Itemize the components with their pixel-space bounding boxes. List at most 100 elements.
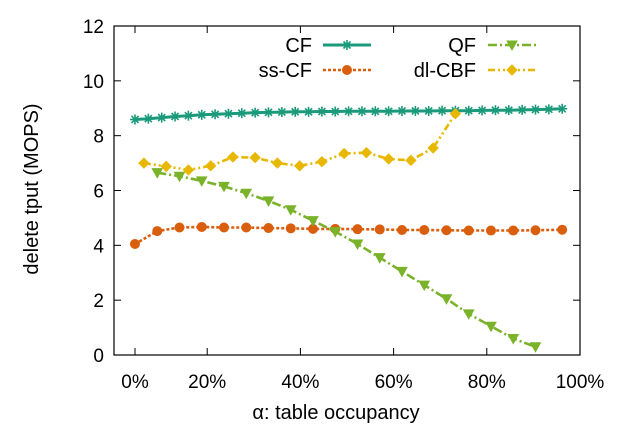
data-point xyxy=(360,146,373,159)
legend-label: CF xyxy=(285,35,312,57)
data-point xyxy=(276,107,287,118)
data-point xyxy=(382,153,395,165)
plot-frame xyxy=(113,25,581,356)
data-point-stroke xyxy=(344,107,353,116)
data-point xyxy=(240,188,253,200)
data-point xyxy=(183,110,194,121)
data-point xyxy=(284,205,297,216)
data-point xyxy=(440,294,453,305)
data-point-stroke xyxy=(437,106,447,115)
data-point xyxy=(290,106,301,117)
data-point xyxy=(543,104,554,115)
data-point xyxy=(343,106,354,117)
data-point xyxy=(271,157,284,169)
x-axis-title: α: table occupancy xyxy=(252,402,419,424)
data-point xyxy=(196,221,207,232)
data-point xyxy=(160,160,172,173)
data-point-stroke xyxy=(224,109,233,118)
data-point xyxy=(352,224,363,235)
data-point xyxy=(530,104,541,115)
y-axis: 0 2 4 6 8 10 12 xyxy=(83,17,580,367)
data-point-stroke xyxy=(264,108,273,117)
data-point xyxy=(557,224,568,235)
data-point-stroke xyxy=(342,40,352,50)
data-point-stroke xyxy=(170,112,180,121)
data-point-stroke xyxy=(130,115,140,124)
data-point xyxy=(250,107,261,118)
data-point xyxy=(263,223,274,234)
x-tick-label: 0% xyxy=(121,372,149,393)
data-point-stroke xyxy=(558,104,567,113)
data-point xyxy=(307,216,319,227)
data-point-stroke xyxy=(357,107,367,116)
data-point xyxy=(182,164,195,176)
data-point xyxy=(170,111,181,122)
data-point xyxy=(396,266,408,278)
data-point-stroke xyxy=(531,105,540,114)
data-point xyxy=(218,181,230,193)
data-point xyxy=(374,224,385,235)
data-point xyxy=(506,64,518,76)
legend-item: CF xyxy=(285,35,371,57)
data-point xyxy=(263,107,274,118)
data-point-stroke xyxy=(291,107,300,116)
data-point xyxy=(174,222,185,233)
data-point xyxy=(486,225,496,236)
data-point xyxy=(241,222,252,233)
data-point xyxy=(196,109,207,120)
x-tick-label: 20% xyxy=(188,372,226,393)
data-point-stroke xyxy=(397,106,407,116)
data-point xyxy=(342,65,352,75)
data-point xyxy=(219,222,229,233)
data-point-stroke xyxy=(478,106,487,115)
data-point xyxy=(338,147,350,160)
data-point-stroke xyxy=(211,110,220,119)
legend-label: dl-CBF xyxy=(414,60,476,82)
data-point xyxy=(138,157,150,169)
data-point xyxy=(342,40,352,50)
series-cf xyxy=(130,103,568,125)
data-point-stroke xyxy=(157,113,166,122)
data-point xyxy=(405,154,417,167)
data-point-stroke xyxy=(277,108,286,117)
y-tick-label: 6 xyxy=(93,182,104,203)
y-tick-label: 12 xyxy=(83,17,104,38)
data-point xyxy=(508,225,519,236)
data-point xyxy=(249,151,261,164)
series-line xyxy=(157,171,536,349)
data-point xyxy=(529,342,542,353)
data-point xyxy=(410,105,421,116)
data-point-stroke xyxy=(371,107,380,116)
data-point-stroke xyxy=(491,106,500,115)
legend-label: QF xyxy=(448,35,476,57)
data-point xyxy=(557,103,568,114)
data-point-stroke xyxy=(304,107,313,116)
y-tick-label: 4 xyxy=(93,236,104,257)
data-point xyxy=(503,105,514,116)
x-tick-label: 40% xyxy=(281,372,319,393)
data-point-stroke xyxy=(504,106,513,115)
data-point xyxy=(490,105,501,116)
data-point xyxy=(356,106,367,117)
legend-item: dl-CBF xyxy=(414,60,536,82)
data-point-stroke xyxy=(237,109,246,118)
data-point xyxy=(463,105,474,116)
data-point xyxy=(397,224,407,235)
data-point xyxy=(293,160,306,172)
data-point-stroke xyxy=(144,114,153,123)
data-point xyxy=(441,225,452,236)
data-point xyxy=(223,108,234,119)
y-tick-label: 8 xyxy=(93,127,104,148)
data-point-stroke xyxy=(197,110,206,119)
data-point xyxy=(462,309,475,320)
data-point xyxy=(418,280,431,292)
data-point-stroke xyxy=(184,111,193,120)
x-axis: 0% 20% 40% 60% 80% 100% xyxy=(121,26,604,393)
data-point-stroke xyxy=(317,107,326,116)
data-point xyxy=(262,196,275,207)
data-point-stroke xyxy=(544,105,553,114)
y-tick-label: 0 xyxy=(93,346,104,367)
legend-item: QF xyxy=(448,35,536,57)
data-point xyxy=(330,106,341,117)
